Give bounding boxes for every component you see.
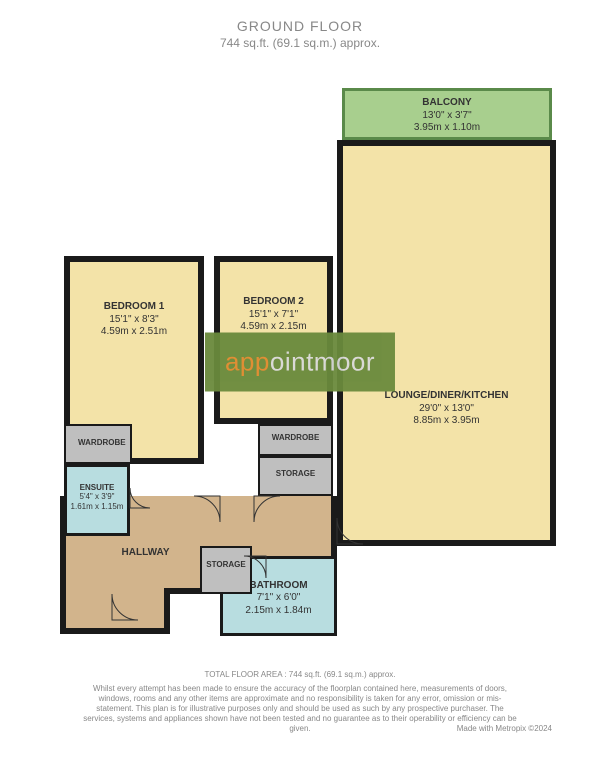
- storage1-label: STORAGE: [260, 469, 331, 479]
- wardrobe1-label: WARDROBE: [70, 438, 134, 448]
- made-with: Made with Metropix ©2024: [457, 724, 552, 733]
- bedroom2-label: BEDROOM 2 15'1" x 7'1" 4.59m x 2.15m: [220, 296, 327, 334]
- floor-area: 744 sq.ft. (69.1 sq.m.) approx.: [0, 36, 600, 50]
- floor-title: GROUND FLOOR: [0, 18, 600, 34]
- room-ensuite: ENSUITE 5'4" x 3'9" 1.61m x 1.15m: [64, 464, 130, 536]
- watermark: appointmoor: [205, 333, 395, 392]
- balcony-label: BALCONY 13'0" x 3'7" 3.95m x 1.10m: [345, 97, 549, 135]
- bedroom1-label: BEDROOM 1 15'1" x 8'3" 4.59m x 2.51m: [70, 301, 198, 339]
- ensuite-label: ENSUITE 5'4" x 3'9" 1.61m x 1.15m: [67, 483, 127, 512]
- footer-total: TOTAL FLOOR AREA : 744 sq.ft. (69.1 sq.m…: [80, 670, 520, 680]
- room-storage2: STORAGE: [200, 546, 252, 594]
- footer-disclaimer: Whilst every attempt has been made to en…: [80, 684, 520, 734]
- header: GROUND FLOOR 744 sq.ft. (69.1 sq.m.) app…: [0, 0, 600, 50]
- storage2-label: STORAGE: [202, 560, 250, 570]
- room-wardrobe2: WARDROBE: [258, 424, 333, 456]
- wardrobe2-label: WARDROBE: [260, 433, 331, 443]
- room-storage1: STORAGE: [258, 456, 333, 496]
- room-wardrobe1: WARDROBE: [64, 424, 132, 464]
- room-hallway-nub: [60, 588, 170, 634]
- room-balcony: BALCONY 13'0" x 3'7" 3.95m x 1.10m: [342, 88, 552, 140]
- floor-plan: HALLWAY LOUNGE/DINER/KITCHEN 29'0" x 13'…: [44, 88, 556, 636]
- lounge-label: LOUNGE/DINER/KITCHEN 29'0" x 13'0" 8.85m…: [343, 390, 550, 428]
